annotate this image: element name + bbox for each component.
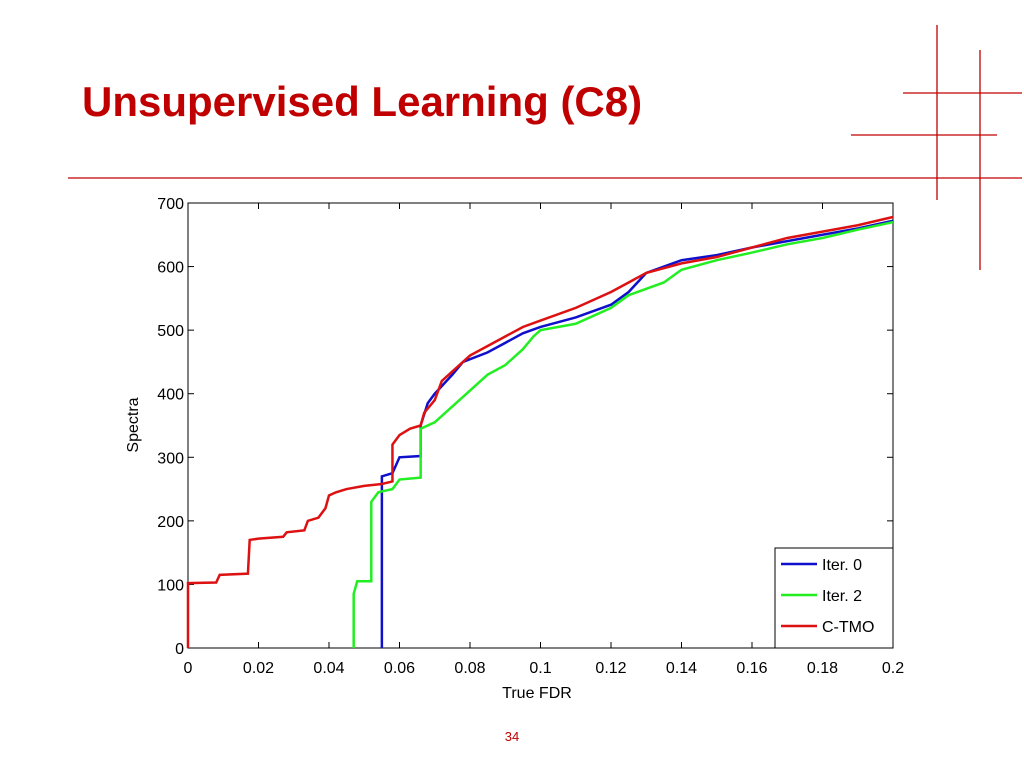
- x-axis-label: True FDR: [502, 685, 572, 702]
- x-tick-label: 0.04: [313, 660, 344, 677]
- x-tick-label: 0.16: [736, 660, 767, 677]
- legend: Iter. 0 Iter. 2 C-TMO: [774, 547, 894, 649]
- x-tick-label: 0.02: [243, 660, 274, 677]
- page-number: 34: [505, 729, 519, 744]
- x-tick-label: 0.06: [384, 660, 415, 677]
- x-tick-label: 0.18: [807, 660, 838, 677]
- decoration: [68, 25, 1022, 270]
- x-tick-label: 0.12: [595, 660, 626, 677]
- x-tick-label: 0.14: [666, 660, 697, 677]
- legend-label: C-TMO: [822, 619, 874, 636]
- x-tick-label: 0: [184, 660, 193, 677]
- chart: True FDR Spectra 0 0.02 0.04 0.06 0.08 0.1 0.1…: [125, 196, 904, 702]
- x-tick-label: 0.2: [882, 660, 904, 677]
- y-axis-label: Spectra: [125, 397, 142, 452]
- y-tick-label: 500: [157, 323, 184, 340]
- y-tick-label: 200: [157, 514, 184, 531]
- y-tick-label: 700: [157, 196, 184, 213]
- slide-title: Unsupervised Learning (C8): [82, 78, 642, 125]
- y-tick-label: 400: [157, 387, 184, 404]
- y-tick-label: 600: [157, 260, 184, 277]
- y-tick-label: 100: [157, 577, 184, 594]
- y-tick-label: 0: [175, 641, 184, 658]
- x-tick-label: 0.1: [529, 660, 551, 677]
- x-tick-label: 0.08: [454, 660, 485, 677]
- series-line: [186, 215, 894, 648]
- legend-label: Iter. 0: [822, 557, 862, 574]
- series-line: [352, 220, 894, 648]
- legend-label: Iter. 2: [822, 588, 862, 605]
- y-tick-label: 300: [157, 450, 184, 467]
